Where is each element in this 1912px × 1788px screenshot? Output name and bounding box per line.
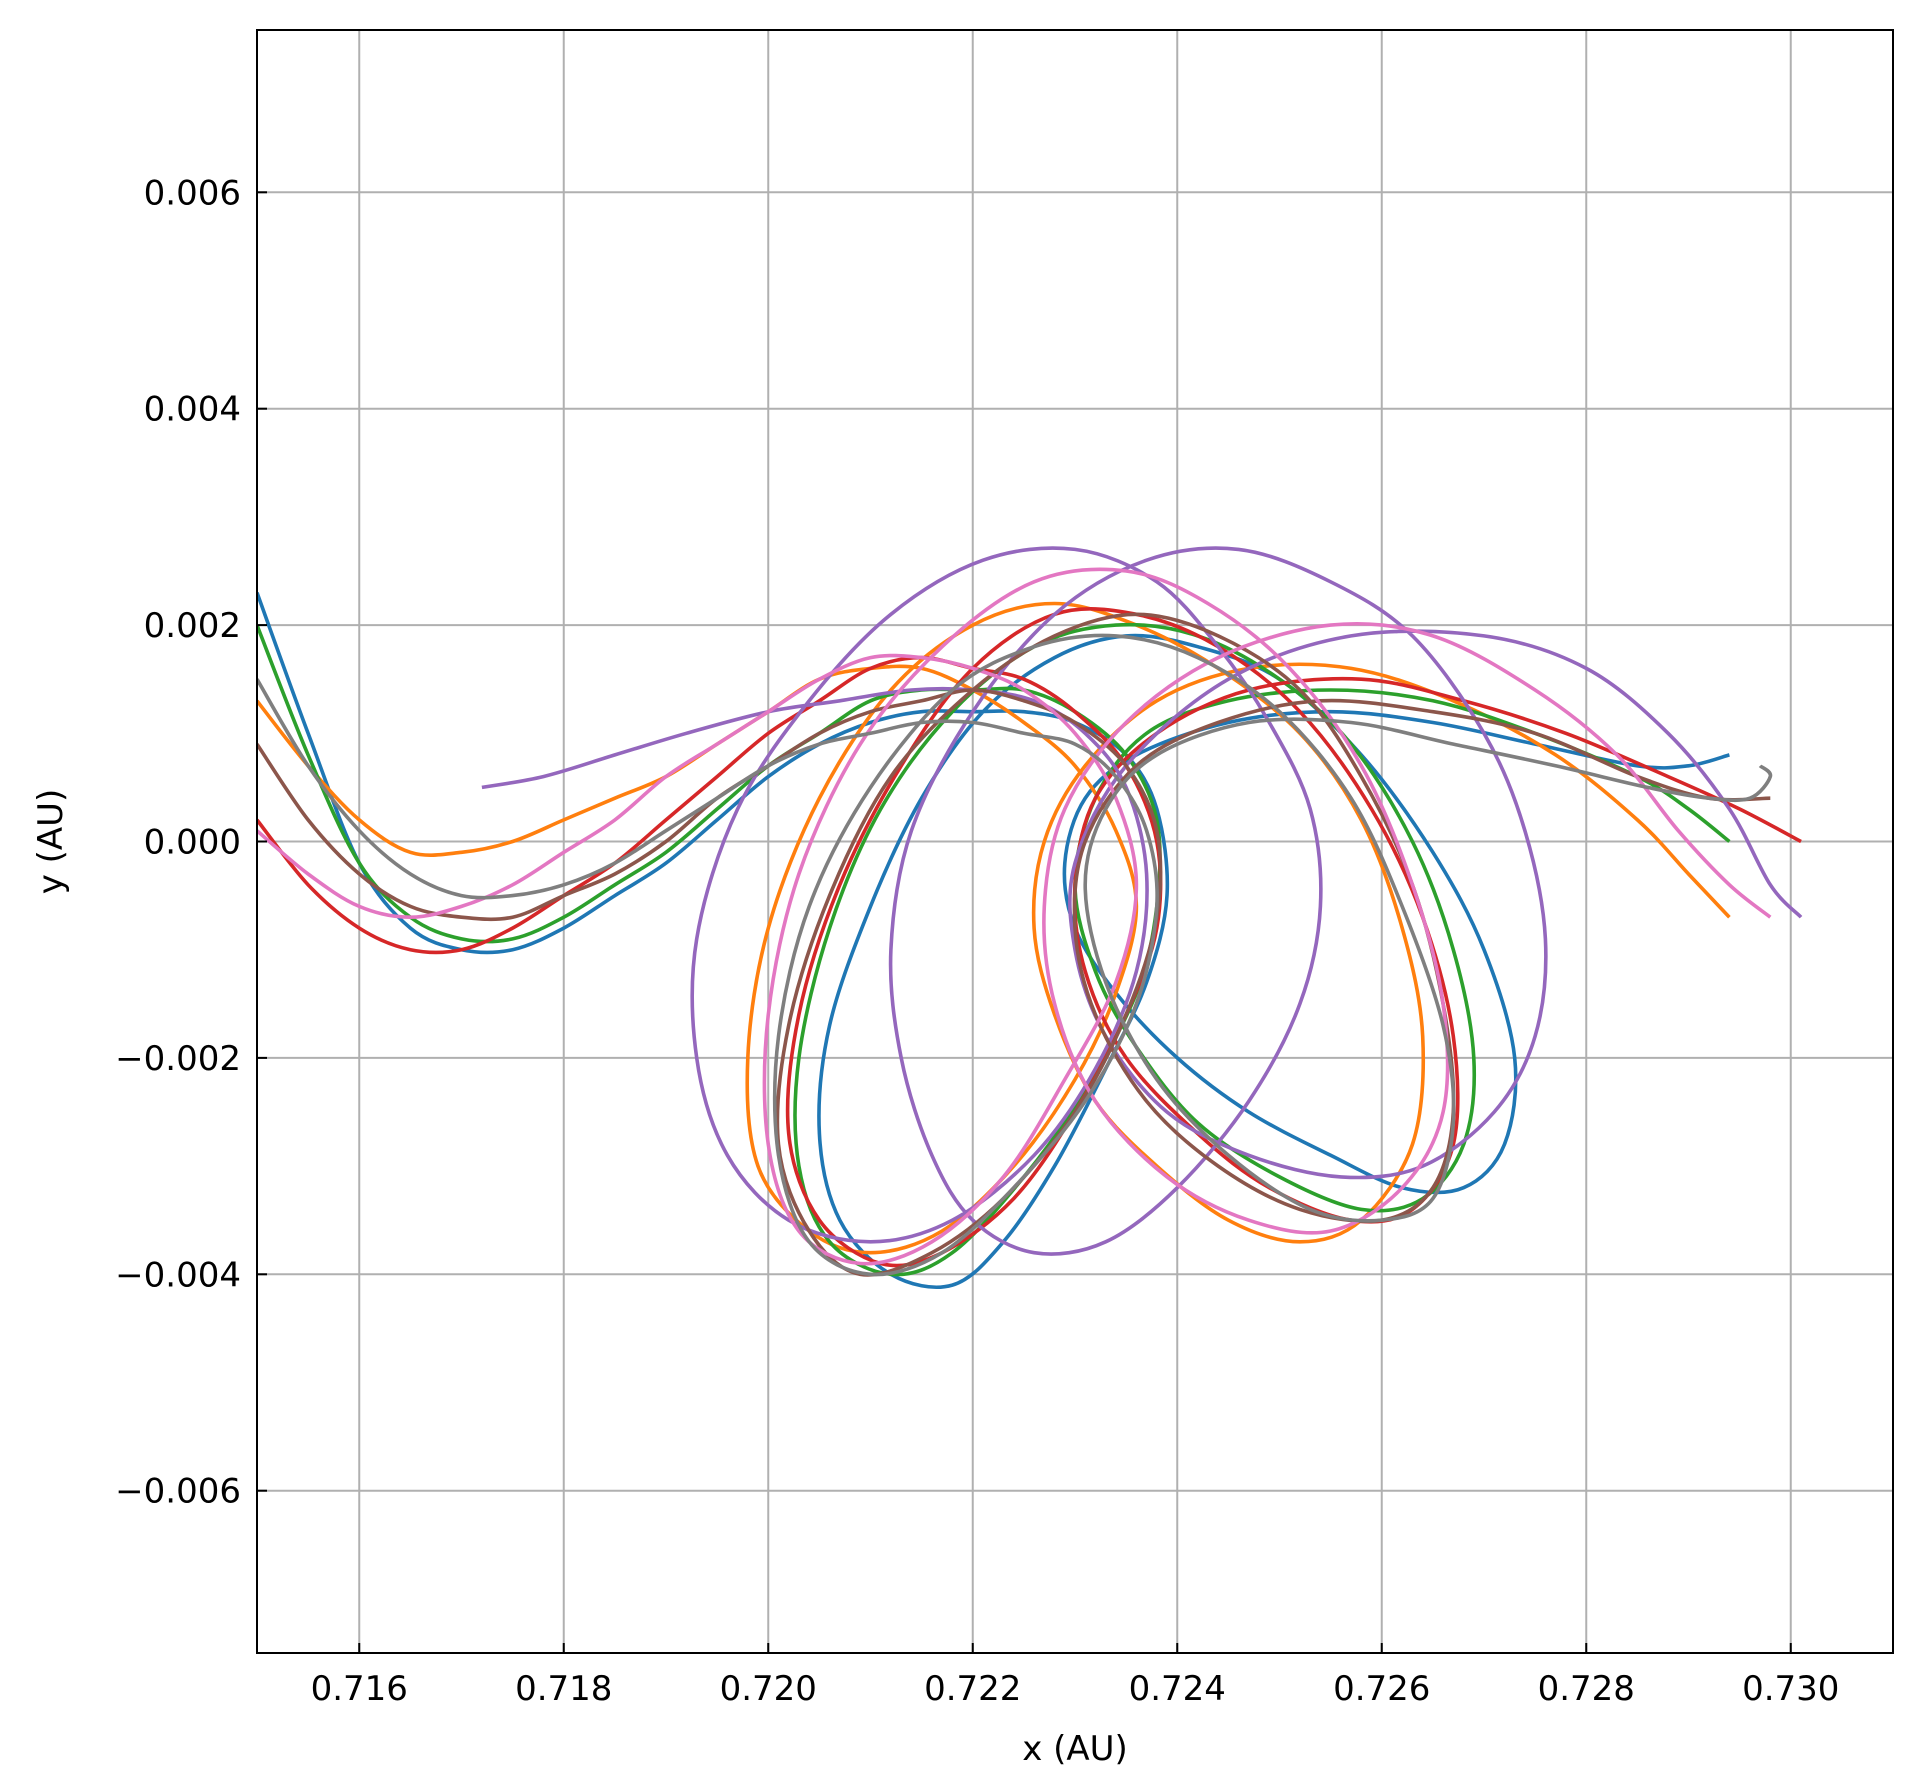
y-tick-label: 0.004	[144, 390, 241, 430]
x-tick-label: 0.724	[1129, 1669, 1226, 1709]
y-tick-label: −0.006	[115, 1472, 241, 1512]
x-tick-label: 0.716	[311, 1669, 408, 1709]
x-tick-label: 0.730	[1742, 1669, 1839, 1709]
y-tick-label: −0.002	[115, 1039, 241, 1079]
series-line-8	[257, 633, 1773, 1277]
x-tick-label: 0.720	[720, 1669, 817, 1709]
grid	[257, 30, 1893, 1653]
series-line-1	[257, 591, 1730, 1289]
y-tick-label: 0.006	[144, 173, 241, 213]
x-tick-label: 0.722	[924, 1669, 1021, 1709]
series-layer	[257, 546, 1803, 1289]
series-line-7	[257, 567, 1772, 1266]
x-tick-label: 0.728	[1538, 1669, 1635, 1709]
y-tick-label: 0.002	[144, 606, 241, 646]
y-tick-label: −0.004	[115, 1255, 241, 1295]
x-tick-label: 0.726	[1333, 1669, 1430, 1709]
y-tick-label: 0.000	[144, 823, 241, 863]
x-axis-label: x (AU)	[1022, 1729, 1128, 1769]
y-axis-label: y (AU)	[31, 789, 71, 895]
ticks: 0.716 0.718 0.720 0.722 0.724 0.726 0.728 0.730…	[115, 173, 1839, 1709]
x-tick-label: 0.718	[515, 1669, 612, 1709]
